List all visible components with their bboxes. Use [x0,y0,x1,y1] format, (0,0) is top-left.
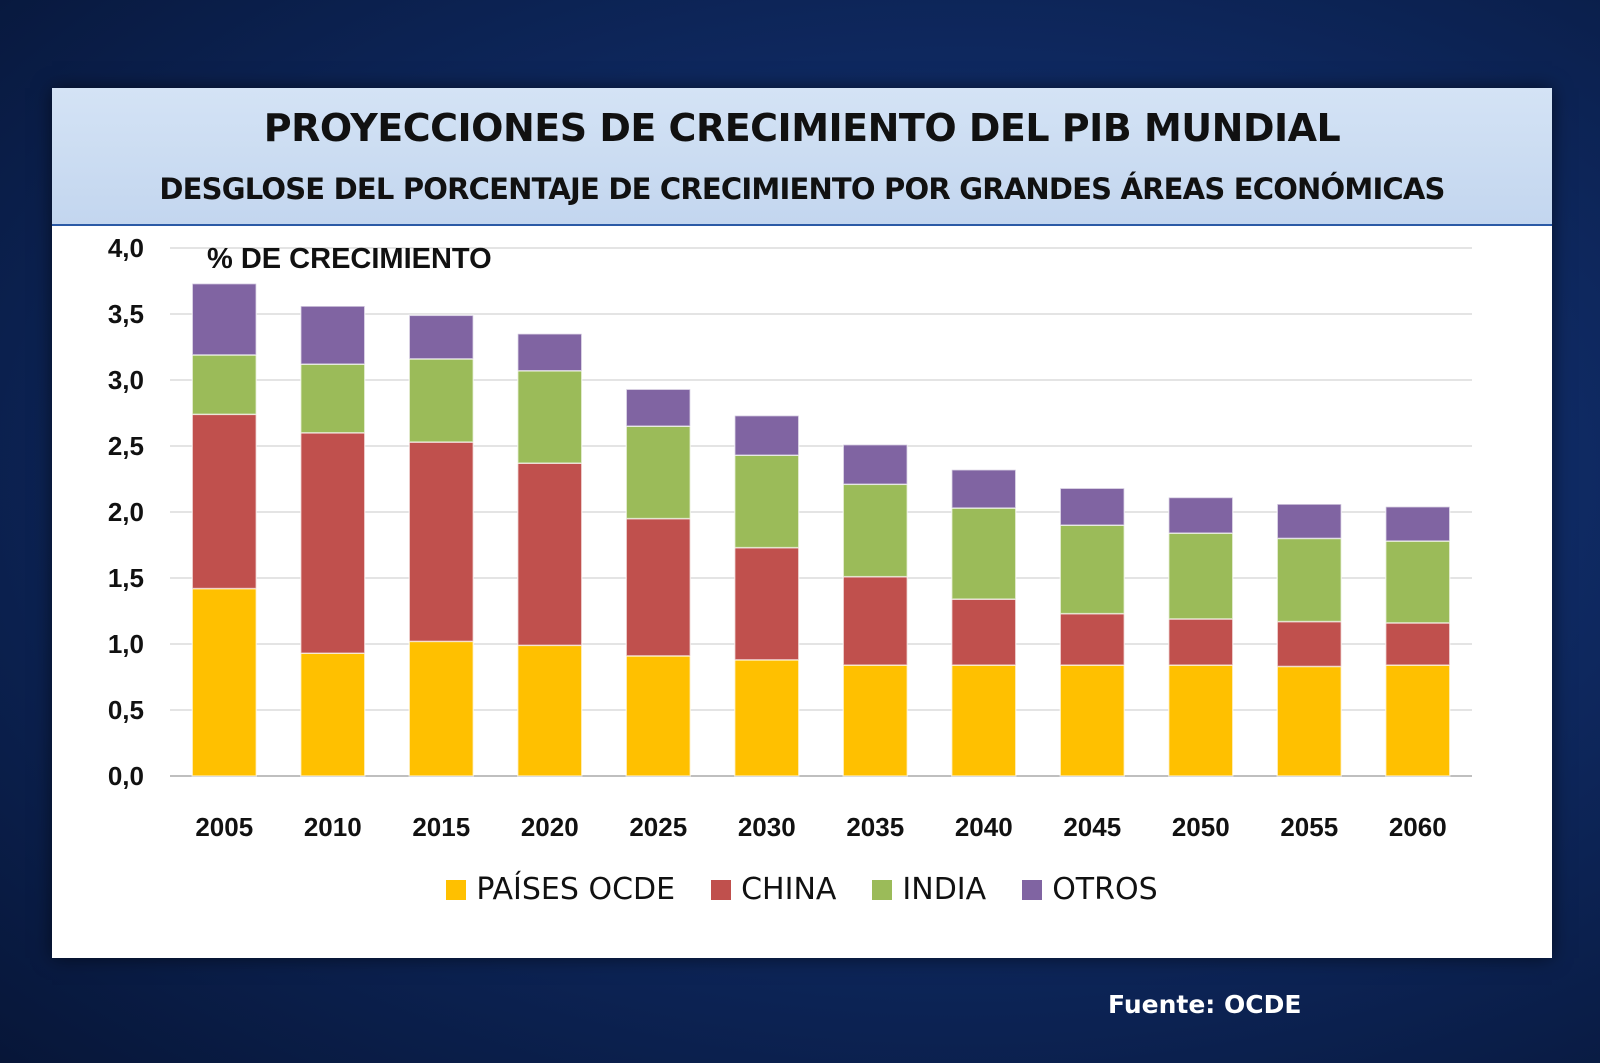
y-tick-label: 4,0 [108,233,144,263]
bar-segment [300,305,366,365]
bar-segment [1168,496,1234,534]
bar-segment [1059,524,1125,615]
bar-segment [842,443,908,486]
bar-segment [625,655,691,777]
legend-swatch [1022,879,1043,900]
legend-swatch [446,879,467,900]
source-note: Fuente: OCDE [1108,990,1302,1019]
bar-segment [517,462,583,647]
bar-segment [951,507,1017,600]
bar-segment [1385,540,1451,624]
legend-label: CHINA [741,872,837,907]
bar-segment [300,363,366,434]
legend-label: INDIA [902,872,987,907]
bar-segment [1385,622,1451,666]
bar-segment [842,483,908,578]
bar-segment [408,441,474,643]
bar-segment [1168,664,1234,777]
bar-segment [517,333,583,372]
bar-segment [734,659,800,777]
x-tick-label: 2010 [304,812,362,842]
bar-segment [1276,537,1342,623]
x-tick-label: 2060 [1389,812,1447,842]
x-tick-label: 2035 [846,812,904,842]
legend-item: PAÍSES OCDE [446,872,675,907]
y-tick-label: 0,0 [108,761,144,791]
bar-segment [951,469,1017,509]
bar-segment [951,664,1017,777]
bar-segment [191,413,257,590]
x-tick-label: 2020 [521,812,579,842]
legend: PAÍSES OCDE CHINA INDIA OTROS [52,872,1552,907]
bar-segment [191,587,257,777]
chart-subtitle: DESGLOSE DEL PORCENTAJE DE CRECIMIENTO P… [159,172,1445,206]
bar-segment [191,282,257,356]
bar-segment [1276,503,1342,540]
bar-segment [517,370,583,464]
y-tick-label: 0,5 [108,695,144,725]
legend-item: INDIA [872,872,986,907]
bar-segment [1059,612,1125,666]
legend-label: PAÍSES OCDE [476,872,676,907]
bar-segment [1168,618,1234,666]
bar-segment [191,354,257,416]
chart-panel: PROYECCIONES DE CRECIMIENTO DEL PIB MUND… [52,88,1552,958]
y-tick-label: 2,0 [108,497,144,527]
x-tick-label: 2015 [412,812,470,842]
x-tick-label: 2030 [738,812,796,842]
bar-segment [625,517,691,657]
bar-segment [734,546,800,661]
bar-segment [1276,620,1342,668]
gridlines [170,247,1472,777]
chart-title: PROYECCIONES DE CRECIMIENTO DEL PIB MUND… [263,106,1341,150]
y-axis-ticks: 0,0 0,5 1,0 1,5 2,0 2,5 3,0 3,5 4,0 [108,233,144,791]
bar-segment [1059,664,1125,777]
bar-segment [300,652,366,777]
bar-segment [1168,532,1234,620]
x-tick-label: 2055 [1280,812,1338,842]
title-band: PROYECCIONES DE CRECIMIENTO DEL PIB MUND… [52,88,1552,226]
bar-segment [408,358,474,443]
legend-swatch [872,879,893,900]
bar-segment [1276,665,1342,777]
y-tick-label: 2,5 [108,431,144,461]
legend-swatch [711,879,732,900]
bar-segment [408,640,474,777]
bar-segment [300,432,366,654]
x-tick-label: 2045 [1063,812,1121,842]
bar-segment [951,598,1017,666]
y-tick-label: 3,0 [108,365,144,395]
legend-item: OTROS [1022,872,1158,907]
bar-segment [517,644,583,777]
bar-segment [1059,487,1125,526]
x-tick-label: 2025 [629,812,687,842]
x-tick-label: 2005 [195,812,253,842]
bar-segment [734,454,800,549]
stacked-bar-chart: 0,0 0,5 1,0 1,5 2,0 2,5 3,0 3,5 4,0 2005 2010 2015… [108,233,1472,842]
legend-label: OTROS [1052,872,1158,907]
y-tick-label: 1,0 [108,629,144,659]
y-tick-label: 1,5 [108,563,144,593]
bar-segment [408,314,474,360]
x-tick-label: 2050 [1172,812,1230,842]
bar-segment [625,425,691,520]
bar-segment [734,414,800,456]
bar-segment [1385,664,1451,777]
y-axis-label: % DE CRECIMIENTO [207,243,492,275]
bar-segment [1385,505,1451,542]
x-tick-label: 2040 [955,812,1013,842]
y-tick-label: 3,5 [108,299,144,329]
x-axis-ticks: 2005 2010 2015 2020 2025 2030 2035 2040 2045 2050… [195,812,1446,842]
bar-segment [842,664,908,777]
legend-item: CHINA [711,872,836,907]
bar-segment [625,388,691,427]
bar-segment [842,575,908,666]
bars [191,282,1451,777]
